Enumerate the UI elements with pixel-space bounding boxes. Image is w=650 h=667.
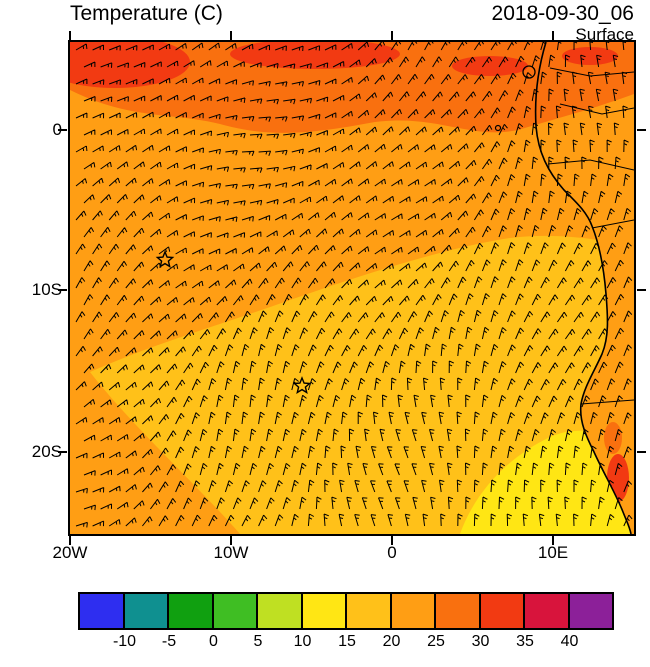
colorbar-tick-label: 40: [560, 633, 579, 650]
cool-yellow-patch: [460, 430, 631, 534]
station-marker-star: [155, 250, 175, 268]
axis-tick: [637, 451, 646, 453]
map-frame: [68, 40, 636, 536]
axis-tick: [391, 31, 393, 40]
axis-tick: [230, 31, 232, 40]
axis-tick: [552, 536, 554, 545]
plot-title: Temperature (C): [70, 2, 223, 25]
colorbar-tick-label: 5: [253, 633, 263, 650]
colorbar-tick-label: 0: [209, 633, 218, 650]
axis-tick: [637, 289, 646, 291]
y-axis-label: 10S: [31, 280, 62, 299]
coastline: [534, 42, 632, 534]
wind-barbs: [75, 42, 633, 528]
temperature-map-svg: [70, 42, 634, 534]
colorbar-cell: [124, 594, 169, 628]
axis-tick: [69, 536, 71, 545]
axis-tick: [58, 129, 67, 131]
x-axis-label: 10E: [537, 543, 569, 562]
x-axis-label: 10W: [213, 543, 249, 562]
colorbar-cell: [302, 594, 347, 628]
colorbar-cell: [258, 594, 303, 628]
hot-red-blob: [70, 42, 190, 88]
colorbar-cell: [169, 594, 214, 628]
colorbar-tick-label: 20: [382, 633, 401, 650]
colorbar: [78, 592, 614, 630]
hot-red-blob: [230, 42, 400, 69]
colorbar-cell: [525, 594, 570, 628]
colorbar-cell: [80, 594, 125, 628]
y-axis-label: 20S: [31, 442, 62, 461]
station-marker-star: [292, 376, 312, 394]
axis-tick: [230, 536, 232, 545]
land-hot-patch: [604, 422, 622, 454]
colorbar-tick-label: -5: [161, 633, 177, 650]
colorbar-tick-label: 10: [293, 633, 312, 650]
valid-datetime: 2018-09-30_06: [491, 2, 634, 25]
axis-tick: [58, 289, 67, 291]
colorbar-cell: [436, 594, 481, 628]
axis-tick: [552, 31, 554, 40]
axis-tick: [69, 31, 71, 40]
colorbar-tick-label: -10: [112, 633, 137, 650]
land-mass: [535, 42, 634, 534]
x-axis-label: 20W: [52, 543, 88, 562]
colorbar-tick-label: 25: [427, 633, 445, 650]
land-coastal-yellow-strip: [587, 452, 631, 534]
island-icon: [494, 124, 502, 132]
colorbar-tick-label: 30: [471, 633, 490, 650]
colorbar-cell: [347, 594, 392, 628]
colorbar-tick-label: 15: [338, 633, 356, 650]
hot-red-blob: [562, 47, 618, 65]
colorbar-tick-label: 35: [516, 633, 534, 650]
y-axis-label: 0: [14, 119, 62, 141]
x-axis-label: 0: [387, 543, 397, 562]
colorbar-cell: [213, 594, 258, 628]
axis-tick: [637, 129, 646, 131]
colorbar-cell: [569, 594, 612, 628]
warm-gold-region: [90, 235, 634, 534]
level-label: Surface: [575, 25, 634, 44]
axis-tick: [58, 451, 67, 453]
axis-tick: [391, 536, 393, 545]
colorbar-cell: [391, 594, 436, 628]
colorbar-cell: [480, 594, 525, 628]
